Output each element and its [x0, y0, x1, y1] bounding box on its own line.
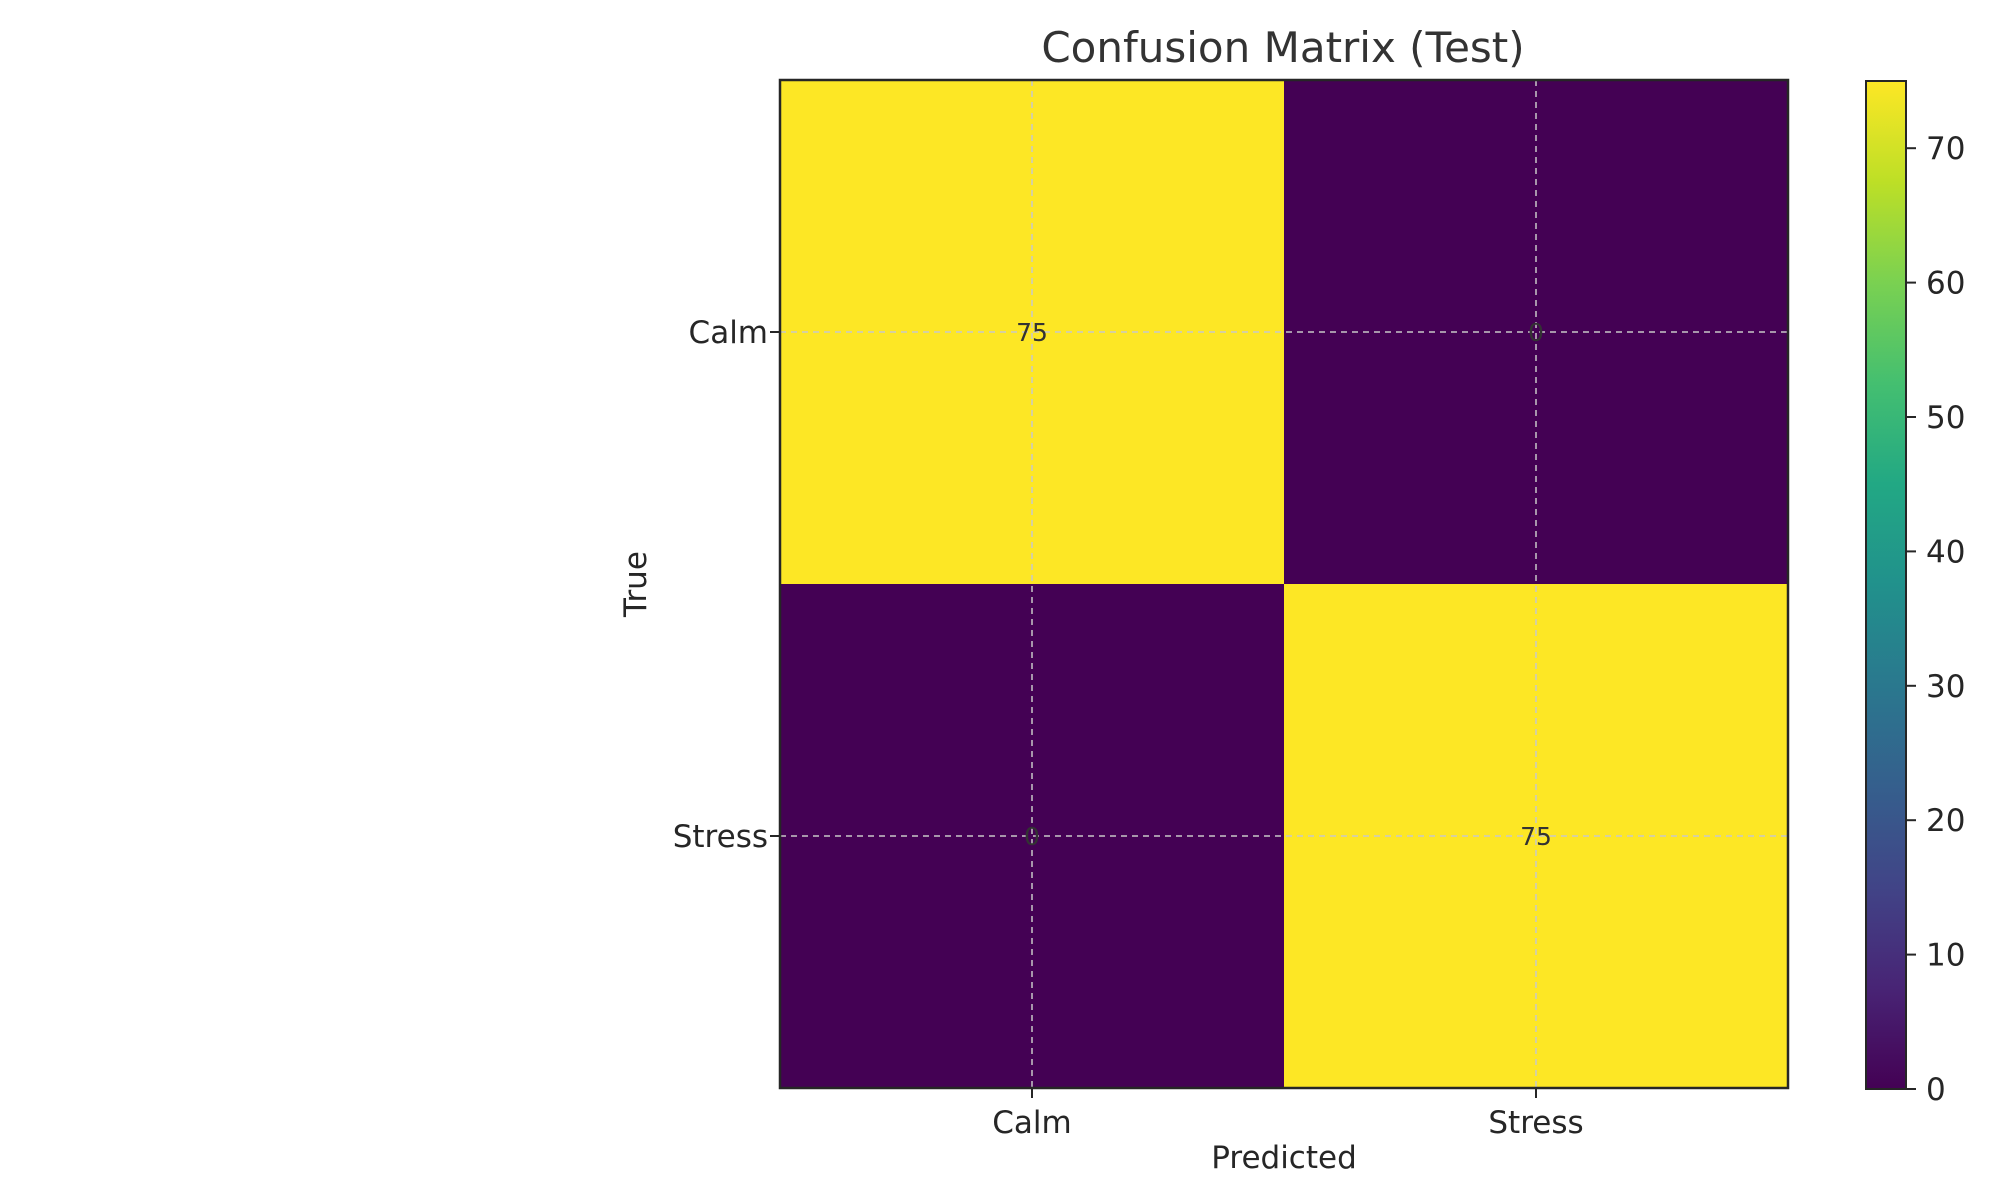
chart-title: Confusion Matrix (Test)	[1041, 23, 1524, 72]
colorbar-tick-label: 30	[1926, 669, 1965, 705]
cell-value-label: 0	[1024, 822, 1040, 851]
y-tick-label: Stress	[673, 819, 768, 855]
heatmap-cells	[780, 80, 1789, 1089]
x-axis-label: Predicted	[1211, 1140, 1357, 1176]
colorbar-tick-label: 50	[1926, 400, 1965, 436]
colorbar-tick-label: 70	[1926, 131, 1965, 167]
x-tick-label: Stress	[1488, 1105, 1583, 1141]
x-axis-ticks: Calm Stress	[992, 1088, 1584, 1141]
colorbar-tick-label: 10	[1926, 938, 1965, 974]
colorbar-tick-label: 60	[1926, 266, 1965, 302]
colorbar-tick-label: 0	[1926, 1072, 1946, 1108]
y-axis-label: True	[618, 551, 654, 618]
cell-value-label: 75	[1520, 822, 1552, 851]
cell-value-labels: 75 0 0 75	[1016, 318, 1552, 851]
gridlines	[780, 80, 1788, 1088]
colorbar-ticks: 0 10 20 30 40 50 60 70	[1906, 131, 1965, 1108]
cell-value-label: 75	[1016, 318, 1048, 347]
cell-value-label: 0	[1528, 318, 1544, 347]
colorbar-tick-label: 20	[1926, 803, 1965, 839]
y-axis-ticks: Calm Stress	[673, 315, 780, 855]
y-tick-label: Calm	[689, 315, 768, 351]
x-tick-label: Calm	[992, 1105, 1071, 1141]
plot-frame	[778, 78, 1790, 1090]
colorbar-tick-label: 40	[1926, 534, 1965, 570]
colorbar	[1865, 80, 1907, 1090]
